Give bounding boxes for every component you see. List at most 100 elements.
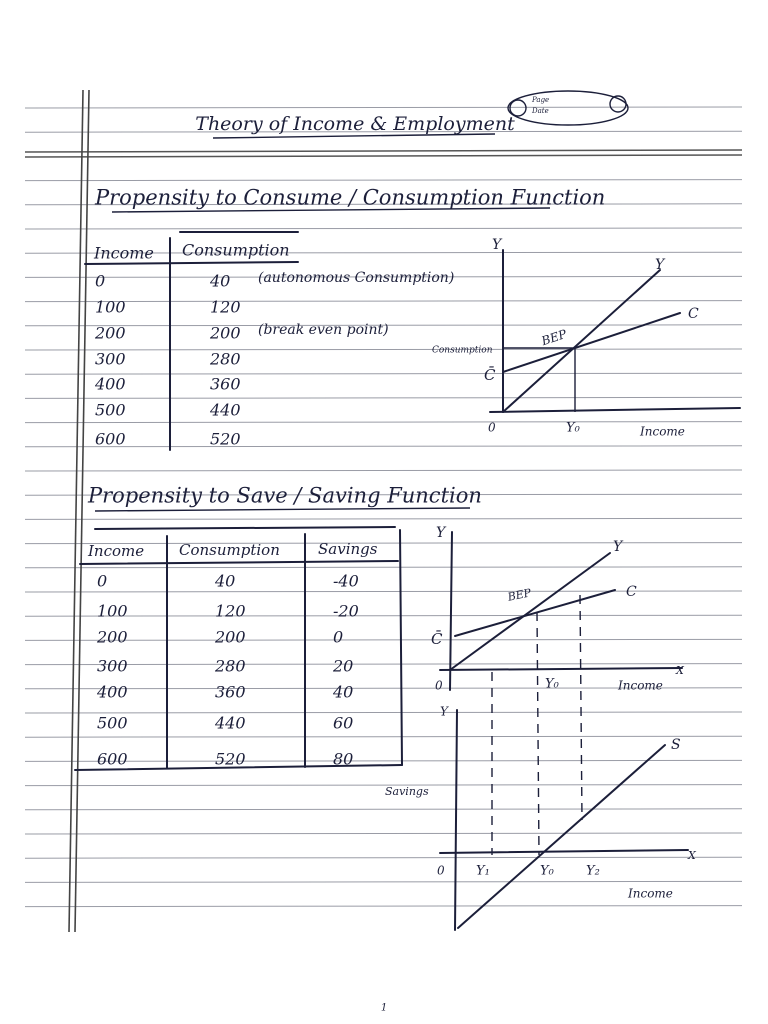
stamp-circle	[609, 95, 627, 113]
column-header: Income	[93, 244, 154, 263]
column-header: Consumption	[182, 241, 290, 260]
line-label: Y	[613, 539, 624, 555]
ruled-line	[24, 663, 743, 666]
axis-label: Y₂	[586, 864, 600, 879]
consumption-cell: 280	[209, 350, 241, 369]
ruled-line	[24, 275, 743, 278]
line-s	[457, 744, 666, 929]
income-cell: 200	[94, 324, 126, 343]
income-cell: 0	[95, 272, 105, 291]
guide	[579, 594, 583, 821]
upper-graph: Y Y C BEP C̄ 0 Y₀ Income X	[431, 525, 685, 856]
origin-label: 0	[488, 421, 496, 435]
origin-label: 0	[437, 864, 445, 878]
consumption-cell: 120	[210, 298, 241, 317]
axis-label: Y₀	[540, 864, 555, 879]
underline	[94, 507, 471, 512]
axis	[454, 709, 458, 931]
table-rule	[79, 560, 399, 565]
savings-cell: 20	[332, 657, 353, 676]
page-number: 1	[381, 1003, 387, 1014]
top-rule	[24, 154, 743, 158]
consumption-table: 0 40 (autonomous Consumption) 100 120 200 200 (…	[94, 270, 454, 449]
stamp-label: Date	[531, 107, 549, 115]
savings-cell: 40	[332, 683, 353, 702]
ruled-line	[24, 130, 743, 133]
ruled-line	[24, 421, 743, 424]
ruled-line	[24, 324, 743, 327]
ruled-line	[24, 687, 743, 690]
axis	[489, 407, 741, 413]
consumption-cell: 40	[209, 272, 230, 291]
axis-label: Income	[627, 887, 673, 901]
column-header: Consumption	[179, 541, 280, 559]
consumption-cell: 440	[209, 401, 241, 420]
ruled-line	[24, 396, 743, 399]
saving-table: 0 40 -40 100 120 -20 200 200 0 300 280 20 400 360 40 50…	[96, 572, 359, 769]
line-y	[449, 552, 611, 671]
lower-graph: Y S Savings 0 Y₁ Y₀ Y₂ X Income	[385, 705, 697, 931]
axis-label: Income	[639, 425, 685, 439]
savings-cell: -40	[333, 572, 359, 591]
axis-label: Y₀	[566, 421, 581, 436]
income-cell: 100	[97, 602, 128, 621]
axis-label: X	[675, 664, 685, 677]
consumption-cell: 200	[209, 324, 241, 343]
income-cell: 300	[95, 350, 126, 369]
ruled-line	[24, 566, 743, 569]
savings-cell: 80	[333, 750, 353, 769]
income-cell: 600	[95, 430, 126, 449]
ruled-line	[24, 808, 743, 811]
consumption-graph: Y Y C BEP Consumption C̄ 0 Y₀ Income	[432, 237, 741, 439]
ruled-line	[24, 856, 743, 859]
ruled-line	[24, 784, 743, 787]
savings-cell: 0	[333, 628, 343, 647]
income-cell: 500	[97, 714, 128, 733]
line-label: C	[688, 306, 699, 322]
table-rule	[94, 526, 396, 530]
section-heading: Propensity to Save / Saving Function	[87, 484, 482, 508]
ruled-line	[24, 711, 743, 714]
income-cell: 500	[95, 401, 126, 420]
consumption-cell: 360	[215, 683, 246, 702]
ruled-line	[24, 493, 743, 496]
ruled-line	[24, 203, 743, 206]
ruled-lines	[24, 106, 743, 908]
page-stamp	[507, 90, 629, 126]
axis	[439, 849, 689, 854]
ruled-line	[24, 300, 743, 303]
ruled-line	[24, 517, 743, 520]
ruled-line	[24, 106, 743, 109]
section-heading: Propensity to Consume / Consumption Func…	[94, 186, 605, 210]
ruled-line	[24, 759, 743, 762]
savings-cell: 60	[333, 714, 353, 733]
column-header: Savings	[318, 540, 378, 558]
origin-label: 0	[435, 679, 443, 693]
income-cell: 200	[96, 628, 128, 647]
income-cell: 300	[97, 657, 128, 676]
axis-label: C̄	[484, 366, 496, 384]
ruled-line	[24, 348, 743, 351]
savings-cell: -20	[333, 602, 359, 621]
note-cell: (break even point)	[258, 322, 389, 338]
consumption-cell: 520	[215, 750, 246, 769]
axis-label: X	[687, 849, 697, 862]
income-cell: 100	[95, 298, 126, 317]
line-label: Y	[655, 257, 666, 273]
consumption-cell: 40	[214, 572, 235, 591]
consumption-cell: 200	[214, 628, 246, 647]
axis-label: Y₀	[545, 677, 560, 692]
axis	[449, 531, 453, 691]
ruled-line	[24, 469, 743, 472]
consumption-cell: 120	[215, 602, 246, 621]
line-c	[502, 312, 681, 373]
consumption-cell: 280	[214, 657, 246, 676]
ruled-line	[24, 227, 743, 230]
income-cell: 600	[97, 750, 128, 769]
ruled-line	[24, 590, 743, 593]
axis-label: Y	[492, 237, 503, 253]
guide	[536, 611, 540, 856]
table-rule	[399, 529, 403, 766]
ruled-line	[24, 735, 743, 738]
